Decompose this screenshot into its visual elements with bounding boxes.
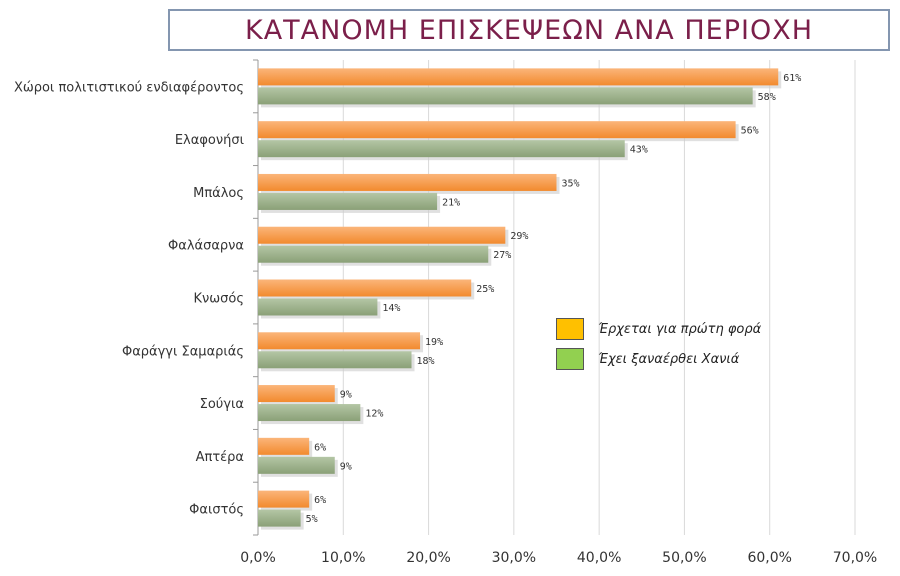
data-label: 9% <box>340 390 352 401</box>
x-tick-label: 0,0% <box>240 550 276 566</box>
data-label: 5% <box>306 514 318 525</box>
legend-label-first-visit: Έρχεται για πρώτη φορά <box>598 321 762 337</box>
bar-returning <box>258 140 625 158</box>
labels: 0,0% 10,0% 20,0% 30,0% 40,0% 50,0% 60,0% 70,0% Χ… <box>14 73 877 566</box>
bar-returning <box>258 509 301 527</box>
x-tick-label: 20,0% <box>406 550 450 566</box>
data-label: 35% <box>562 178 580 189</box>
bar-first-visit <box>258 68 779 86</box>
category-label: Κνωσός <box>194 292 245 307</box>
data-label: 25% <box>476 284 494 295</box>
data-label: 61% <box>783 73 801 84</box>
x-tick-label: 40,0% <box>577 550 621 566</box>
x-tick-label: 30,0% <box>492 550 536 566</box>
category-label: Ελαφονήσι <box>175 133 244 148</box>
bar-returning <box>258 404 361 422</box>
chart-title: ΚΑΤΑΝΟΜΗ ΕΠΙΣΚΕΨΕΩΝ ΑΝΑ ΠΕΡΙΟΧΗ <box>244 14 814 46</box>
bar-first-visit <box>258 437 310 455</box>
data-label: 56% <box>741 126 759 137</box>
legend-label-returning: Έχει ξαναέρθει Χανιά <box>598 351 740 367</box>
x-tick-label: 50,0% <box>662 550 706 566</box>
bar-returning <box>258 87 753 105</box>
legend-swatch-returning <box>556 348 584 370</box>
category-label: Απτέρα <box>196 450 244 465</box>
category-label: Σούγια <box>200 397 244 412</box>
category-label: Φαιστός <box>189 503 244 518</box>
data-label: 19% <box>425 337 443 348</box>
data-label: 29% <box>510 231 528 242</box>
bar-first-visit <box>258 385 335 403</box>
bar-first-visit <box>258 279 472 297</box>
data-label: 18% <box>417 356 435 367</box>
bar-first-visit <box>258 121 736 139</box>
x-tick-label: 10,0% <box>321 550 365 566</box>
category-label: Φαράγγι Σαμαριάς <box>122 344 244 359</box>
data-label: 58% <box>758 92 776 103</box>
legend-item-first-visit: Έρχεται για πρώτη φορά <box>556 316 761 342</box>
data-label: 14% <box>382 303 400 314</box>
x-tick-label: 70,0% <box>833 550 877 566</box>
x-tick-label: 60,0% <box>747 550 791 566</box>
chart-title-box: ΚΑΤΑΝΟΜΗ ΕΠΙΣΚΕΨΕΩΝ ΑΝΑ ΠΕΡΙΟΧΗ <box>168 9 890 51</box>
category-label: Μπάλος <box>193 186 244 201</box>
legend-item-returning: Έχει ξαναέρθει Χανιά <box>556 346 761 372</box>
bar-returning <box>258 245 489 263</box>
data-label: 12% <box>365 409 383 420</box>
data-label: 6% <box>314 495 326 506</box>
data-label: 27% <box>493 250 511 261</box>
bar-first-visit <box>258 490 310 508</box>
bars <box>258 68 782 530</box>
bar-first-visit <box>258 226 506 244</box>
data-label: 21% <box>442 197 460 208</box>
bar-returning <box>258 192 438 210</box>
data-label: 9% <box>340 461 352 472</box>
bar-first-visit <box>258 173 557 191</box>
bar-first-visit <box>258 332 421 350</box>
data-label: 43% <box>630 145 648 156</box>
legend-swatch-first-visit <box>556 318 584 340</box>
bar-returning <box>258 298 378 316</box>
bar-returning <box>258 456 335 474</box>
legend: Έρχεται για πρώτη φορά Έχει ξαναέρθει Χα… <box>556 316 761 376</box>
category-label: Φαλάσαρνα <box>168 239 244 254</box>
bar-returning <box>258 351 412 369</box>
category-label: Χώροι πολιτιστικού ενδιαφέροντος <box>14 80 244 95</box>
data-label: 6% <box>314 442 326 453</box>
